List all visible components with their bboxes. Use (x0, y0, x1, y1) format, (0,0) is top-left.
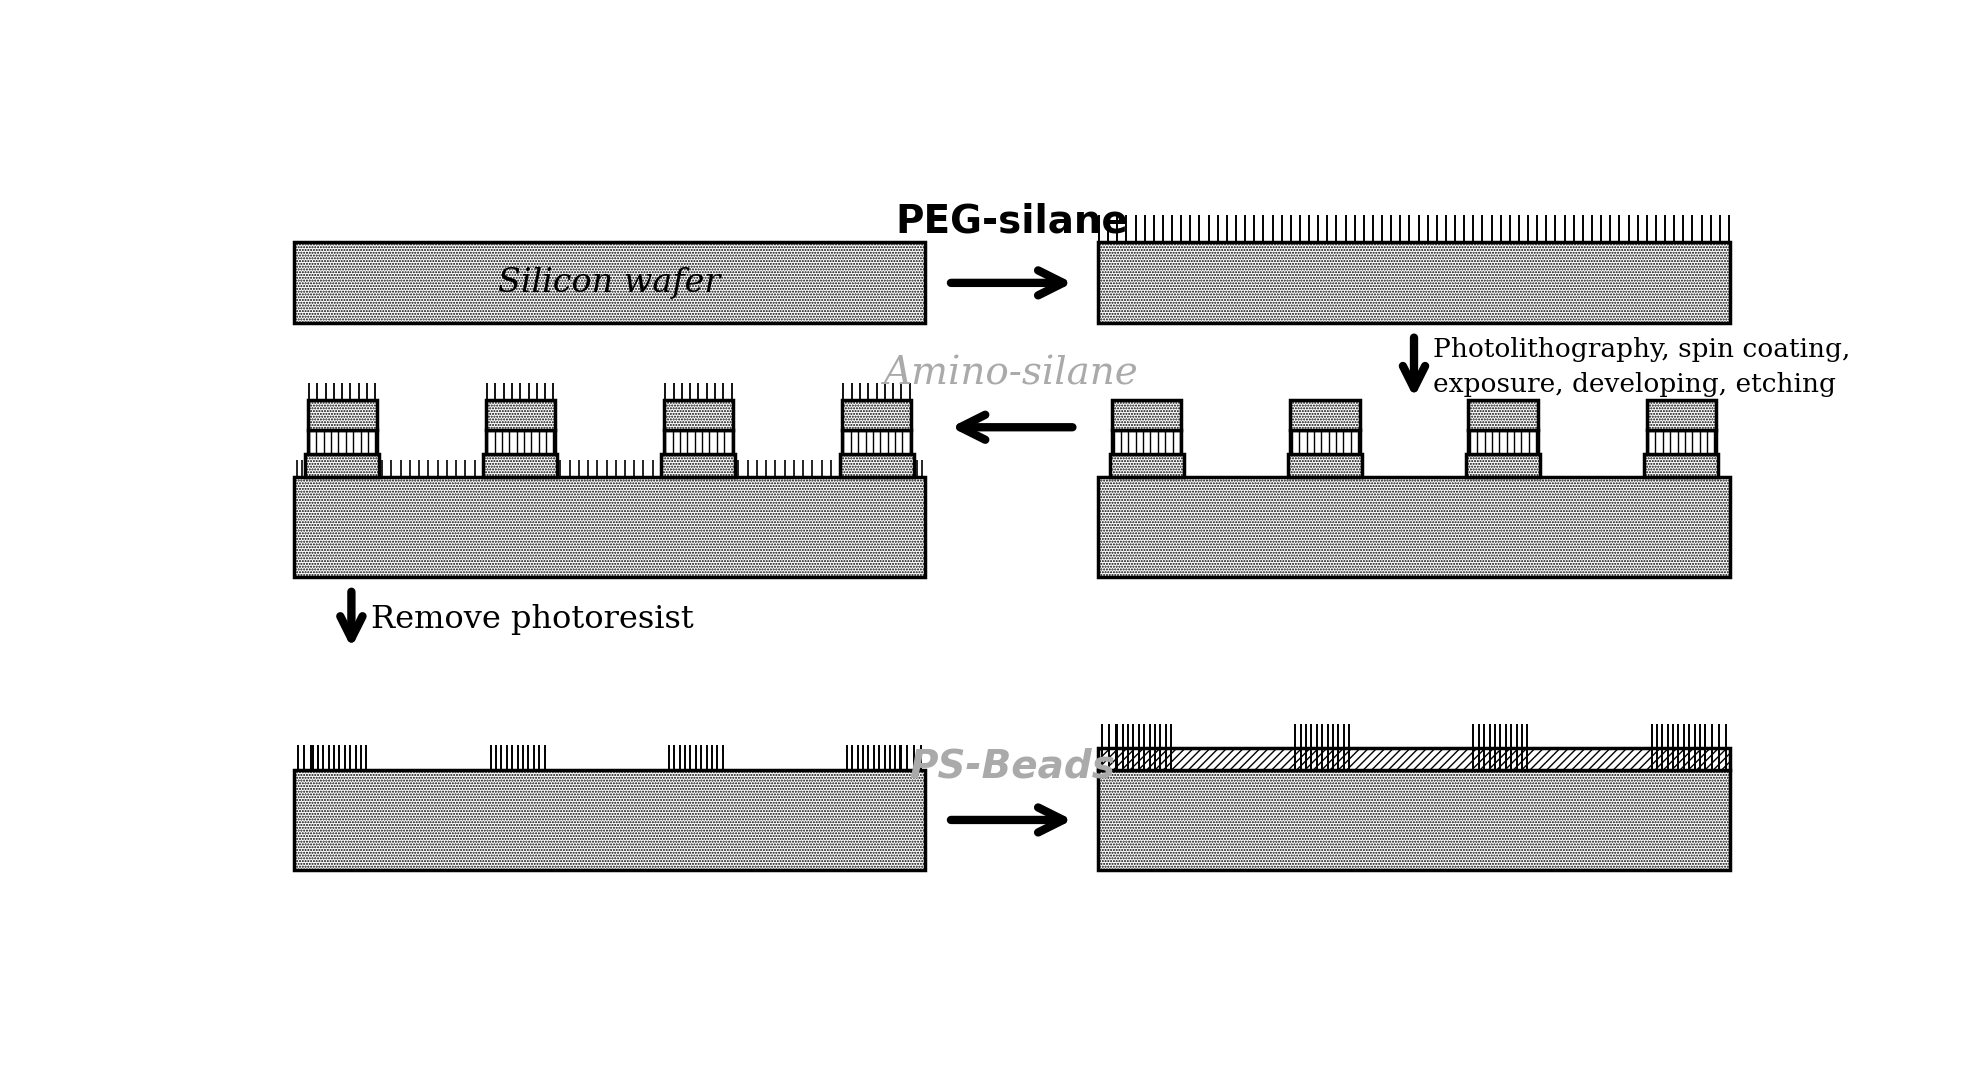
Bar (662, 455, 735, 477)
Bar (840, 455, 913, 477)
Bar (1287, 455, 1362, 477)
Bar (306, 455, 378, 477)
Bar (1098, 770, 1731, 870)
Bar (485, 400, 556, 429)
Bar (1291, 400, 1360, 429)
Bar (842, 429, 911, 455)
Bar (306, 455, 378, 477)
Bar (664, 429, 733, 455)
Text: Photolithography, spin coating,
exposure, developing, etching: Photolithography, spin coating, exposure… (1433, 337, 1851, 397)
Bar (1646, 429, 1717, 455)
Bar (1644, 455, 1719, 477)
Bar (1098, 242, 1731, 324)
Bar (840, 455, 913, 477)
Bar (1646, 400, 1717, 429)
Bar (1098, 749, 1731, 770)
Bar (1098, 749, 1731, 770)
Bar (294, 242, 924, 324)
Bar (1112, 400, 1181, 429)
Bar (1098, 242, 1731, 324)
Bar (1098, 477, 1731, 578)
Bar (664, 400, 733, 429)
Bar (1110, 455, 1185, 477)
Text: PS-Beads: PS-Beads (909, 748, 1116, 785)
Text: Silicon wafer: Silicon wafer (499, 267, 721, 299)
Bar (294, 242, 924, 324)
Bar (307, 400, 376, 429)
Text: Amino-silane: Amino-silane (885, 355, 1139, 392)
Bar (1468, 429, 1537, 455)
Bar (1098, 770, 1731, 870)
Bar (1112, 400, 1181, 429)
Bar (1291, 429, 1360, 455)
Text: Remove photoresist: Remove photoresist (371, 604, 694, 635)
Bar (294, 477, 924, 578)
Bar (1468, 400, 1537, 429)
Bar (662, 455, 735, 477)
Bar (294, 770, 924, 870)
Bar (294, 770, 924, 870)
Bar (1466, 455, 1539, 477)
Bar (1112, 429, 1181, 455)
Bar (842, 400, 911, 429)
Bar (1468, 400, 1537, 429)
Bar (485, 429, 556, 455)
Bar (1287, 455, 1362, 477)
Bar (1646, 400, 1717, 429)
Bar (1644, 455, 1719, 477)
Bar (485, 400, 556, 429)
Bar (1291, 400, 1360, 429)
Bar (307, 400, 376, 429)
Bar (1466, 455, 1539, 477)
Text: PEG-silane: PEG-silane (895, 203, 1127, 241)
Bar (664, 400, 733, 429)
Bar (307, 429, 376, 455)
Bar (842, 400, 911, 429)
Bar (1098, 477, 1731, 578)
Bar (294, 477, 924, 578)
Bar (483, 455, 558, 477)
Bar (483, 455, 558, 477)
Bar (1110, 455, 1185, 477)
